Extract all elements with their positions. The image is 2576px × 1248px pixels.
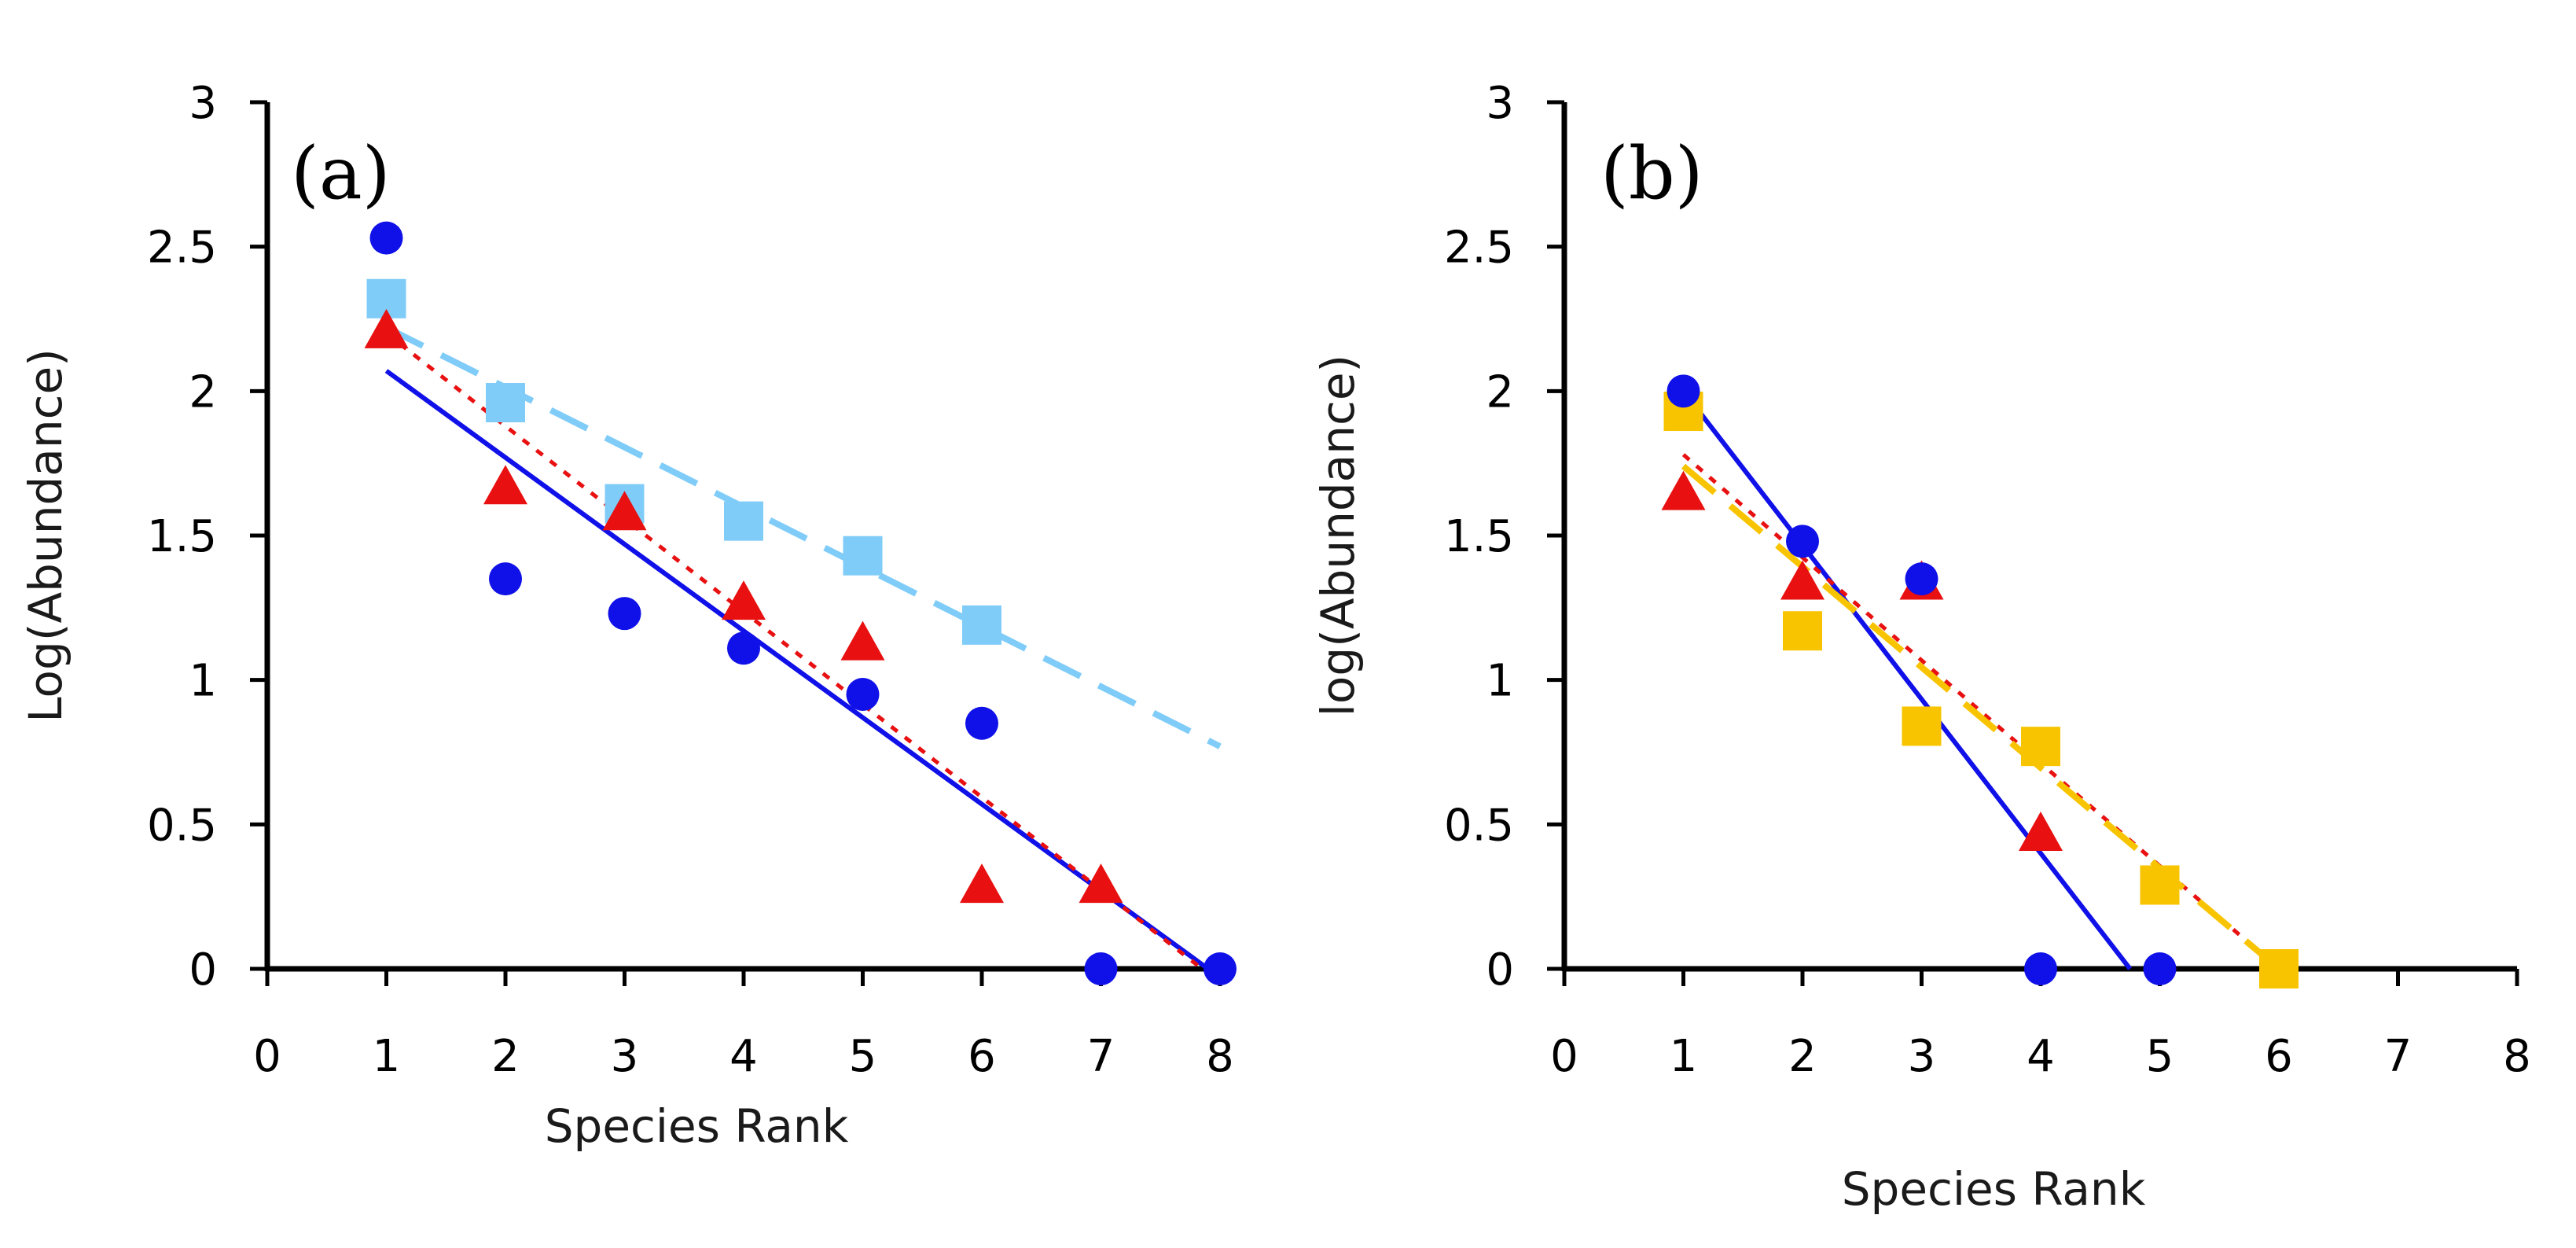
triangle-point — [2019, 812, 2063, 852]
circle-point — [727, 631, 760, 665]
x-tick-label: 3 — [611, 1031, 639, 1082]
panel-label: (b) — [1600, 131, 1703, 215]
circle-point — [489, 562, 522, 596]
circle-point — [965, 706, 998, 740]
squares-trend-line — [384, 324, 1222, 749]
x-tick-label: 5 — [2146, 1031, 2174, 1082]
square-point — [962, 605, 1001, 645]
circle-point — [1666, 374, 1700, 408]
square-point — [1783, 611, 1822, 651]
y-tick-label: 1.5 — [1444, 511, 1514, 562]
x-tick-label: 8 — [2503, 1031, 2531, 1082]
x-tick-label: 6 — [2265, 1031, 2293, 1082]
triangle-point — [1661, 470, 1706, 510]
x-tick-label: 4 — [2027, 1031, 2055, 1082]
square-point — [2259, 949, 2299, 988]
circle-point — [1084, 952, 1118, 985]
triangle-point — [483, 465, 527, 505]
square-point — [1902, 706, 1942, 746]
x-tick-label: 1 — [1670, 1031, 1698, 1082]
square-point — [2140, 865, 2180, 905]
triangle-point — [960, 863, 1004, 904]
panel-a: 0 1 2 3 4 5 6 7 8 0 0.5 1 1.5 2 2.5 3 Species Rank Log(Ab… — [19, 78, 1237, 1153]
y-tick-label: 3 — [189, 78, 217, 129]
triangle-point — [1780, 560, 1825, 600]
circle-point — [369, 221, 403, 255]
x-tick-label: 5 — [849, 1031, 877, 1082]
circle-point — [846, 678, 880, 712]
y-axis-title: Log(Abundance) — [19, 348, 72, 723]
panel-label: (a) — [291, 131, 391, 215]
y-tick-label: 2.5 — [147, 223, 217, 274]
y-tick-label: 1.5 — [147, 511, 217, 562]
panel-b: 0 1 2 3 4 5 6 7 8 0 0.5 1 1.5 2 2.5 3 Species Rank log(Ab… — [1311, 78, 2531, 1216]
y-tick-label: 0.5 — [147, 800, 217, 851]
square-point — [724, 501, 763, 541]
triangle-point — [364, 308, 409, 348]
y-tick-label: 0.5 — [1444, 800, 1514, 851]
x-tick-label: 7 — [1087, 1031, 1115, 1082]
x-tick-label: 8 — [1206, 1031, 1234, 1082]
y-tick-label: 2 — [1486, 366, 1514, 418]
x-tick-label: 3 — [1908, 1031, 1936, 1082]
circle-point — [1905, 562, 1938, 596]
triangles-trend-line — [1681, 453, 2280, 970]
triangle-point — [1079, 863, 1123, 904]
y-tick-label: 2 — [189, 366, 217, 418]
square-point — [486, 383, 525, 423]
y-tick-label: 0 — [189, 944, 217, 996]
x-tick-label: 0 — [1550, 1031, 1578, 1082]
circle-point — [2024, 952, 2057, 985]
square-point — [843, 536, 883, 576]
y-tick-label: 3 — [1486, 78, 1514, 129]
circle-point — [2143, 952, 2177, 985]
y-tick-label: 1 — [189, 656, 217, 707]
circle-point — [1203, 952, 1237, 985]
y-tick-label: 0 — [1486, 944, 1514, 996]
triangle-point — [840, 620, 885, 661]
triangle-point — [722, 580, 766, 620]
x-tick-label: 6 — [968, 1031, 996, 1082]
squares-trend-line — [1681, 463, 2281, 972]
circle-point — [608, 597, 641, 631]
circles-trend-line — [1681, 389, 2132, 970]
y-tick-label: 2.5 — [1444, 223, 1514, 274]
square-point — [2021, 727, 2060, 767]
x-tick-label: 1 — [373, 1031, 401, 1082]
x-tick-label: 4 — [729, 1031, 758, 1082]
x-tick-label: 2 — [491, 1031, 520, 1082]
x-axis-title: Species Rank — [1842, 1162, 2146, 1216]
y-axis-title: log(Abundance) — [1311, 355, 1365, 716]
y-tick-label: 1 — [1486, 656, 1514, 707]
x-tick-label: 2 — [1788, 1031, 1817, 1082]
x-tick-label: 0 — [253, 1031, 281, 1082]
x-axis-title: Species Rank — [545, 1099, 849, 1153]
triangle-point — [602, 491, 647, 531]
circle-point — [1786, 525, 1819, 558]
x-tick-label: 7 — [2384, 1031, 2412, 1082]
